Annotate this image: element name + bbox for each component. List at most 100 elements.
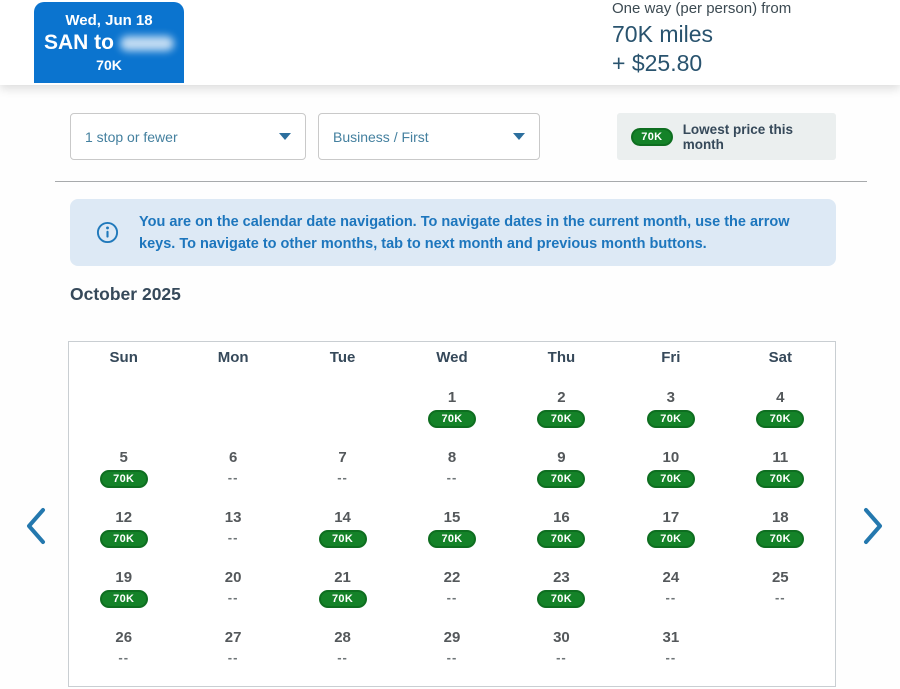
- award-price-badge: 70K: [318, 530, 367, 548]
- calendar-navigation-info-banner: You are on the calendar date navigation.…: [70, 199, 836, 266]
- award-price-badge: 70K: [756, 410, 805, 428]
- day-number: 14: [334, 509, 351, 526]
- no-award-dash: --: [556, 650, 567, 665]
- flight-card-price: 70K: [96, 57, 122, 73]
- day-number: 6: [228, 449, 238, 466]
- day-number: 2: [557, 389, 566, 406]
- calendar-day-25: 25 --: [726, 552, 835, 612]
- day-number: 18: [771, 509, 789, 526]
- no-award-dash: --: [227, 650, 239, 665]
- calendar-day-6: 6 --: [178, 432, 287, 492]
- day-number: 11: [772, 449, 789, 466]
- calendar-day-10[interactable]: 10 70K: [616, 432, 725, 492]
- day-number: 24: [662, 569, 680, 586]
- redacted-destination: [120, 35, 174, 51]
- price-summary: One way (per person) from 70K miles + $2…: [612, 0, 791, 77]
- day-number: 5: [119, 449, 128, 466]
- calendar-day-30: 30 --: [507, 612, 616, 672]
- calendar-day-5[interactable]: 5 70K: [69, 432, 178, 492]
- price-summary-label: One way (per person) from: [612, 0, 792, 17]
- calendar-day-12[interactable]: 12 70K: [69, 492, 178, 552]
- calendar-day-14[interactable]: 14 70K: [288, 492, 397, 552]
- stops-filter-dropdown[interactable]: 1 stop or fewer: [70, 113, 306, 160]
- no-award-dash: --: [446, 470, 458, 485]
- day-number: 21: [334, 569, 351, 586]
- calendar-day-28: 28 --: [288, 612, 397, 672]
- no-award-dash: --: [337, 650, 348, 665]
- price-summary-miles: 70K miles: [612, 21, 713, 47]
- lowest-price-legend: 70K Lowest price this month: [617, 113, 836, 160]
- day-number: 22: [443, 569, 461, 586]
- calendar-day-empty: [178, 372, 287, 432]
- day-number: 12: [115, 509, 133, 526]
- calendar-day-18[interactable]: 18 70K: [726, 492, 835, 552]
- chevron-down-icon: [513, 133, 525, 140]
- calendar-day-1[interactable]: 1 70K: [397, 372, 506, 432]
- calendar-day-4[interactable]: 4 70K: [726, 372, 835, 432]
- day-header-wed: Wed: [436, 349, 468, 366]
- calendar-day-17[interactable]: 17 70K: [616, 492, 725, 552]
- info-icon: [96, 221, 119, 244]
- day-number: 28: [334, 629, 351, 646]
- no-award-dash: --: [227, 590, 239, 605]
- calendar-day-16[interactable]: 16 70K: [507, 492, 616, 552]
- calendar-day-2[interactable]: 2 70K: [507, 372, 616, 432]
- no-award-dash: --: [665, 590, 677, 605]
- cabin-filter-dropdown[interactable]: Business / First: [318, 113, 540, 160]
- day-number: 23: [553, 569, 570, 586]
- info-banner-text: You are on the calendar date navigation.…: [139, 213, 790, 252]
- award-price-badge: 70K: [427, 530, 476, 548]
- previous-month-button[interactable]: [18, 503, 54, 551]
- calendar-day-3[interactable]: 3 70K: [616, 372, 725, 432]
- chevron-right-icon: [864, 507, 882, 544]
- legend-label: Lowest price this month: [682, 121, 793, 152]
- calendar-day-11[interactable]: 11 70K: [726, 432, 835, 492]
- award-calendar: Sun Mon Tue Wed Thu Fri Sat 1 70K 2 70K 3 70K 4 70K 5 7…: [68, 341, 836, 687]
- next-month-button[interactable]: [855, 503, 891, 551]
- calendar-day-13: 13 --: [178, 492, 287, 552]
- day-header-tue: Tue: [329, 349, 356, 366]
- award-price-badge: 70K: [537, 590, 586, 608]
- calendar-day-20: 20 --: [178, 552, 287, 612]
- no-award-dash: --: [227, 530, 239, 545]
- day-number: 29: [443, 629, 461, 646]
- section-divider: [55, 181, 867, 182]
- calendar-day-15[interactable]: 15 70K: [397, 492, 506, 552]
- flight-card-date: Wed, Jun 18: [65, 12, 153, 29]
- award-price-badge: 70K: [99, 590, 148, 608]
- calendar-day-21[interactable]: 21 70K: [288, 552, 397, 612]
- calendar-day-19[interactable]: 19 70K: [69, 552, 178, 612]
- calendar-day-9[interactable]: 9 70K: [507, 432, 616, 492]
- award-price-badge: 70K: [537, 470, 586, 488]
- no-award-dash: --: [337, 470, 348, 485]
- award-price-badge: 70K: [756, 470, 805, 488]
- day-number: 17: [662, 509, 680, 526]
- flight-card-route: SAN to: [44, 31, 174, 55]
- award-price-badge: 70K: [99, 530, 148, 548]
- day-number: 27: [224, 629, 242, 646]
- day-number: 20: [224, 569, 242, 586]
- day-number: 1: [447, 389, 457, 406]
- award-price-badge: 70K: [537, 410, 586, 428]
- award-price-badge: 70K: [756, 530, 805, 548]
- day-header-mon: Mon: [217, 349, 249, 366]
- calendar-day-29: 29 --: [397, 612, 506, 672]
- day-number: 13: [224, 509, 242, 526]
- award-price-badge: 70K: [646, 530, 695, 548]
- award-price-badge: 70K: [631, 127, 673, 146]
- award-price-badge: 70K: [646, 410, 695, 428]
- day-number: 25: [771, 569, 789, 586]
- calendar-day-23[interactable]: 23 70K: [507, 552, 616, 612]
- award-price-badge: 70K: [646, 470, 695, 488]
- calendar-grid: 1 70K 2 70K 3 70K 4 70K 5 70K 6 -- 7 -- 8 -- 9 70K 10 70K 11…: [69, 372, 835, 672]
- calendar-day-7: 7 --: [288, 432, 397, 492]
- award-price-badge: 70K: [99, 470, 148, 488]
- calendar-day-22: 22 --: [397, 552, 506, 612]
- calendar-day-empty: [69, 372, 178, 432]
- selected-flight-card[interactable]: Wed, Jun 18 SAN to 70K: [34, 2, 184, 83]
- day-header-sun: Sun: [109, 349, 138, 366]
- day-header-fri: Fri: [661, 349, 681, 366]
- award-price-badge: 70K: [537, 530, 586, 548]
- award-price-badge: 70K: [427, 410, 476, 428]
